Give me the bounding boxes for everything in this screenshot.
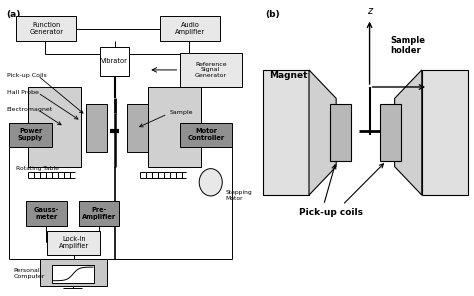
Bar	[28, 87, 81, 167]
Text: Pick-up Coils: Pick-up Coils	[7, 73, 46, 78]
Text: Sample: Sample	[170, 110, 193, 115]
Text: Sample
holder: Sample holder	[391, 36, 426, 55]
Text: Electromagnet: Electromagnet	[7, 107, 53, 112]
Circle shape	[199, 169, 222, 196]
Text: Motor
Controller: Motor Controller	[187, 128, 225, 141]
Text: (a): (a)	[7, 10, 21, 19]
Bar	[127, 104, 148, 152]
Text: Pre-
Amplifier: Pre- Amplifier	[82, 207, 116, 220]
Bar	[86, 104, 108, 152]
Bar	[16, 16, 76, 41]
Bar	[47, 231, 100, 255]
Text: Magnet: Magnet	[269, 71, 308, 80]
Bar	[330, 104, 351, 161]
Text: Stepping
Motor: Stepping Motor	[225, 190, 252, 200]
Text: Power
Supply: Power Supply	[18, 128, 43, 141]
Text: Hall Probe: Hall Probe	[7, 90, 38, 95]
Bar	[148, 87, 201, 167]
Bar	[380, 104, 401, 161]
Text: Vibrator: Vibrator	[101, 58, 128, 65]
Bar	[263, 70, 309, 195]
Text: Rotating Table: Rotating Table	[16, 165, 59, 170]
Text: Personal
Computer: Personal Computer	[14, 268, 45, 279]
Text: Function
Generator: Function Generator	[29, 22, 63, 35]
Text: z: z	[367, 6, 372, 16]
Bar	[9, 123, 52, 147]
Text: Lock-In
Amplifier: Lock-In Amplifier	[59, 236, 89, 249]
Bar	[52, 265, 94, 283]
Text: (b): (b)	[265, 10, 280, 19]
Bar	[422, 70, 468, 195]
Polygon shape	[395, 70, 422, 195]
Bar	[180, 123, 232, 147]
Bar	[26, 201, 67, 226]
Text: Reference
Signal
Generator: Reference Signal Generator	[195, 62, 227, 78]
Bar	[100, 47, 129, 75]
Bar	[180, 53, 242, 87]
Bar	[79, 201, 119, 226]
Text: Pick-up coils: Pick-up coils	[299, 208, 363, 217]
Polygon shape	[309, 70, 336, 195]
Bar	[40, 259, 108, 286]
Text: Gauss-
meter: Gauss- meter	[34, 207, 59, 220]
Text: Audio
Amplifier: Audio Amplifier	[175, 22, 205, 35]
Text: x: x	[432, 82, 438, 92]
Bar	[160, 16, 220, 41]
